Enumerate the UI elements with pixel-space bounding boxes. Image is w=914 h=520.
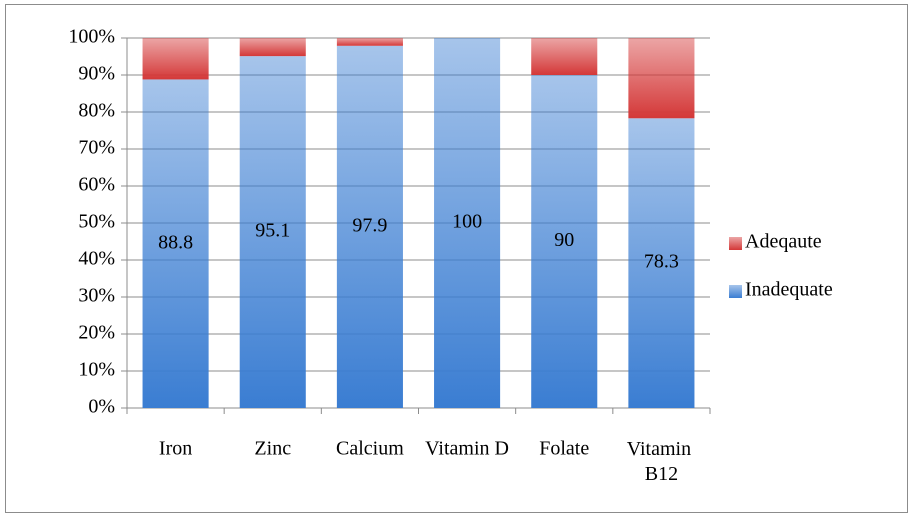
y-tick-label: 0% xyxy=(88,396,115,418)
bar-segment xyxy=(531,38,598,75)
bar-segment xyxy=(628,118,695,408)
y-tick-label: 30% xyxy=(78,285,115,307)
x-tick-label: Folate xyxy=(539,438,589,460)
data-label: 95.1 xyxy=(255,220,290,242)
data-label: 100 xyxy=(452,211,482,233)
bar-segment xyxy=(434,38,501,408)
x-tick-label: Calcium xyxy=(336,438,404,460)
x-tick-label: Iron xyxy=(159,438,192,460)
data-label: 90 xyxy=(554,229,574,251)
y-tick-label: 20% xyxy=(78,322,115,344)
y-tick-label: 100% xyxy=(68,26,115,48)
x-tick-label: Zinc xyxy=(254,438,291,460)
legend-swatch xyxy=(729,285,742,298)
y-tick-label: 40% xyxy=(78,248,115,270)
legend-swatch xyxy=(729,237,742,250)
bar-segment xyxy=(336,45,403,409)
y-tick-label: 60% xyxy=(78,174,115,196)
data-label: 88.8 xyxy=(158,231,193,253)
x-tick-label: Vitamin D xyxy=(425,438,509,460)
bar-segment xyxy=(336,38,403,46)
y-tick-label: 80% xyxy=(78,100,115,122)
bar-segment xyxy=(531,75,598,408)
y-tick-label: 90% xyxy=(78,63,115,85)
data-label: 78.3 xyxy=(644,251,679,273)
legend-label: Inadequate xyxy=(745,279,833,301)
x-tick-label: Vitamin B12 xyxy=(627,438,696,485)
bar-segment xyxy=(142,79,209,408)
bar-segment xyxy=(142,38,209,80)
bar-segment xyxy=(628,38,695,119)
y-tick-label: 50% xyxy=(78,211,115,233)
bar-segment xyxy=(239,38,306,57)
data-label: 97.9 xyxy=(352,214,387,236)
y-tick-label: 70% xyxy=(78,137,115,159)
legend-label: Adeqaute xyxy=(745,231,822,253)
bar-segment xyxy=(239,56,306,408)
y-tick-label: 10% xyxy=(78,359,115,381)
